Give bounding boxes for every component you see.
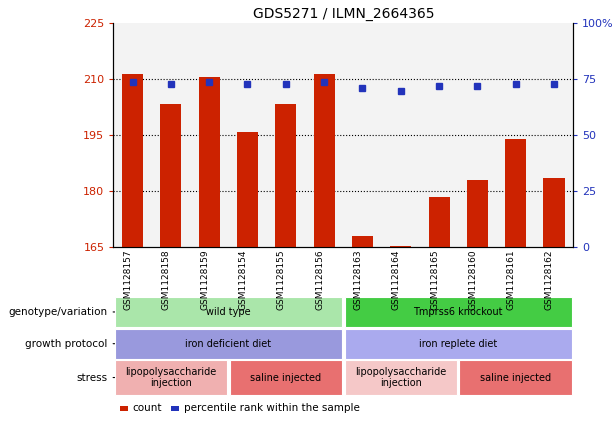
Bar xyxy=(420,23,459,247)
Text: lipopolysaccharide
injection: lipopolysaccharide injection xyxy=(355,367,446,388)
Text: GSM1128164: GSM1128164 xyxy=(392,250,401,310)
Bar xyxy=(382,23,420,247)
Bar xyxy=(237,132,258,247)
Bar xyxy=(314,74,335,247)
Bar xyxy=(305,23,343,247)
Text: genotype/variation: genotype/variation xyxy=(8,307,107,317)
Text: saline injected: saline injected xyxy=(250,373,321,382)
Text: GSM1128159: GSM1128159 xyxy=(200,250,209,310)
Bar xyxy=(161,104,181,247)
Bar xyxy=(505,139,526,247)
Text: GSM1128162: GSM1128162 xyxy=(545,250,554,310)
Text: stress: stress xyxy=(76,373,107,382)
Text: GSM1128156: GSM1128156 xyxy=(315,250,324,310)
Bar xyxy=(190,23,229,247)
Bar xyxy=(152,23,190,247)
Bar xyxy=(544,179,565,247)
Text: iron replete diet: iron replete diet xyxy=(419,339,497,349)
Bar xyxy=(267,23,305,247)
Text: GSM1128165: GSM1128165 xyxy=(430,250,439,310)
Text: GSM1128158: GSM1128158 xyxy=(162,250,171,310)
Bar xyxy=(535,23,573,247)
Text: GSM1128163: GSM1128163 xyxy=(354,250,362,310)
Text: percentile rank within the sample: percentile rank within the sample xyxy=(184,403,359,413)
Text: GSM1128155: GSM1128155 xyxy=(277,250,286,310)
Bar xyxy=(343,23,382,247)
Text: GSM1128160: GSM1128160 xyxy=(468,250,478,310)
Bar xyxy=(459,23,497,247)
Text: growth protocol: growth protocol xyxy=(25,339,107,349)
Text: Tmprss6 knockout: Tmprss6 knockout xyxy=(413,307,503,317)
Bar xyxy=(390,246,411,247)
Text: GSM1128154: GSM1128154 xyxy=(238,250,248,310)
Text: saline injected: saline injected xyxy=(480,373,551,382)
Text: iron deficient diet: iron deficient diet xyxy=(185,339,272,349)
Bar xyxy=(352,236,373,247)
Title: GDS5271 / ILMN_2664365: GDS5271 / ILMN_2664365 xyxy=(253,7,434,21)
Text: GSM1128157: GSM1128157 xyxy=(124,250,132,310)
Bar xyxy=(199,77,219,247)
Bar xyxy=(275,104,296,247)
Bar xyxy=(497,23,535,247)
Bar xyxy=(113,23,152,247)
Bar xyxy=(229,23,267,247)
Text: wild type: wild type xyxy=(206,307,251,317)
Text: GSM1128161: GSM1128161 xyxy=(507,250,516,310)
Text: lipopolysaccharide
injection: lipopolysaccharide injection xyxy=(125,367,216,388)
Bar xyxy=(122,74,143,247)
Bar xyxy=(428,197,449,247)
Text: count: count xyxy=(132,403,162,413)
Bar xyxy=(467,180,488,247)
